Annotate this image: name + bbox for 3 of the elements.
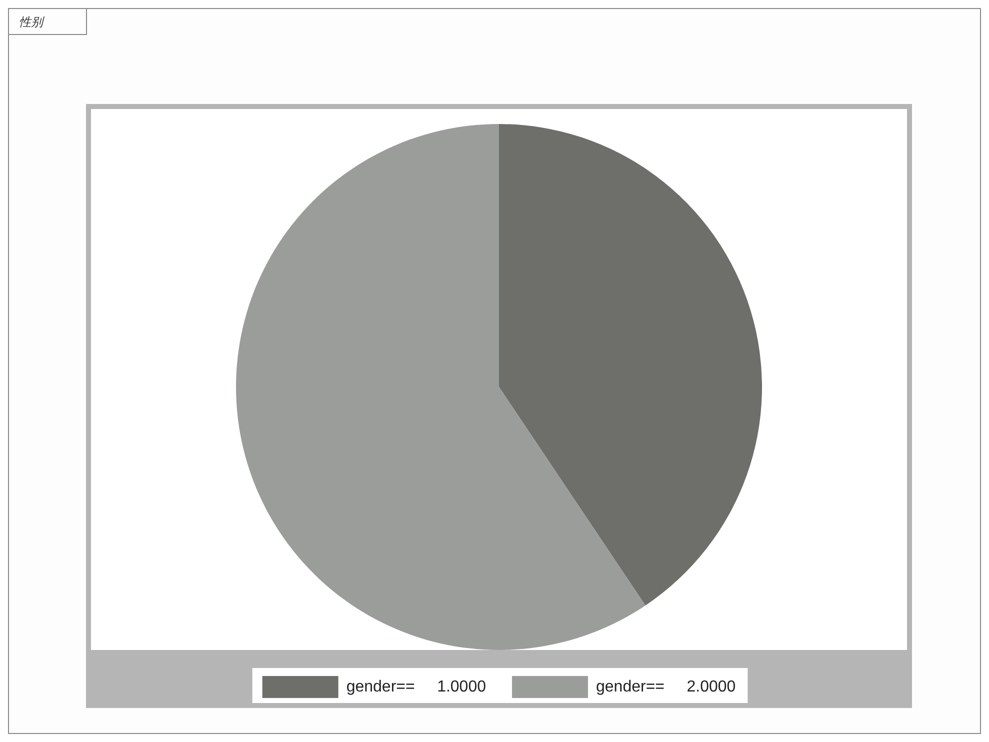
chart-title: 性别 (9, 9, 87, 35)
legend-label: gender== 1.0000 (346, 678, 486, 696)
legend-label: gender== 2.0000 (596, 678, 736, 696)
